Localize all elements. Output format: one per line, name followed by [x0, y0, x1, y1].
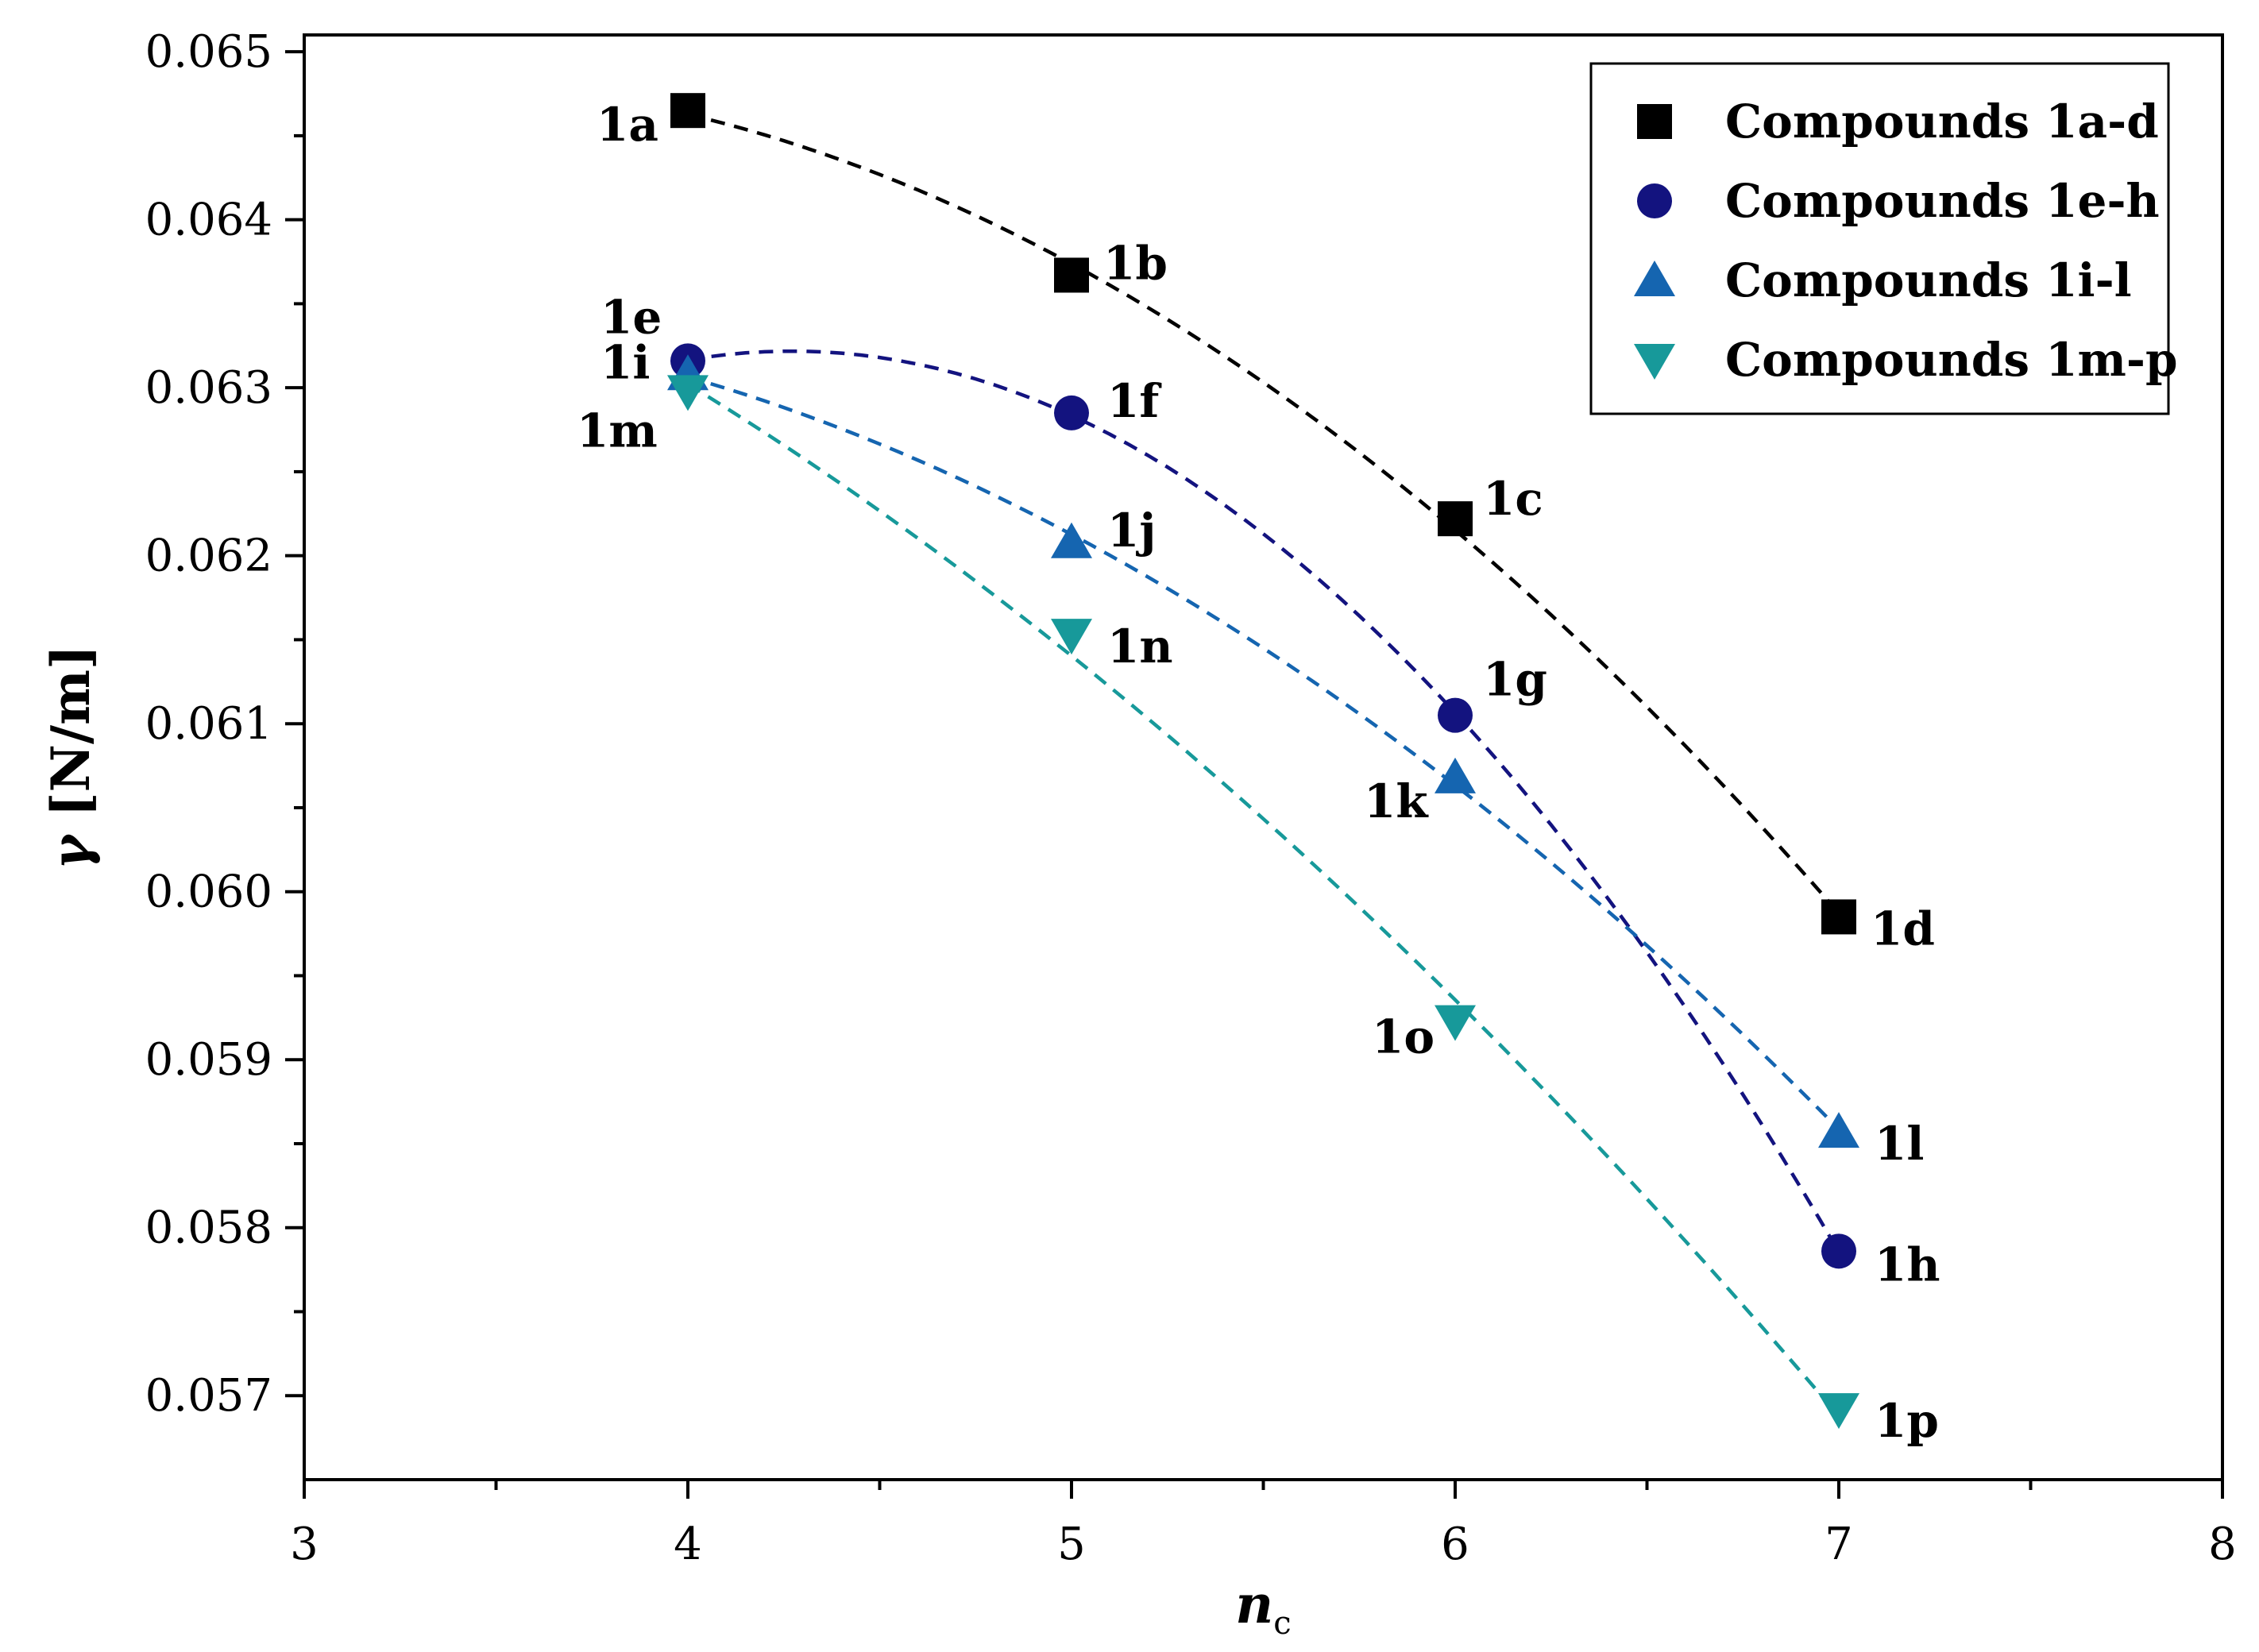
data-point-1d — [1821, 899, 1856, 935]
y-tick-label: 0.060 — [145, 867, 272, 918]
y-tick-label: 0.065 — [145, 26, 272, 78]
legend-box — [1589, 62, 2170, 415]
x-tick-label: 7 — [1825, 1519, 1853, 1570]
data-markers — [667, 93, 1859, 1430]
legend-label-3: Compounds 1i-l — [1725, 253, 2132, 307]
data-point-1j — [1051, 522, 1092, 558]
point-label-1l: 1l — [1875, 1117, 1924, 1171]
legend-marker-3 — [1634, 261, 1675, 296]
point-label-1f: 1f — [1107, 374, 1162, 428]
x-tick-label: 5 — [1057, 1519, 1086, 1570]
y-tick-label: 0.058 — [145, 1202, 272, 1254]
legend-label-4: Compounds 1m-p — [1725, 333, 2178, 387]
data-point-1b — [1054, 257, 1089, 293]
point-label-1i: 1i — [600, 335, 650, 389]
y-tick-label: 0.061 — [145, 698, 272, 750]
data-point-1g — [1438, 697, 1473, 733]
point-label-1o: 1o — [1372, 1010, 1435, 1064]
point-label-1j: 1j — [1107, 504, 1156, 558]
y-tick-label: 0.064 — [145, 195, 272, 246]
x-tick-label: 8 — [2208, 1519, 2237, 1570]
data-point-1k — [1435, 757, 1476, 793]
point-label-1h: 1h — [1875, 1237, 1940, 1291]
fit-lines — [686, 112, 1840, 1418]
data-point-1a — [670, 93, 705, 129]
data-point-1o — [1435, 1005, 1476, 1041]
point-label-1a: 1a — [597, 98, 658, 152]
data-point-1m — [667, 375, 709, 411]
point-labels: 1a 1b 1c 1d 1e 1f 1g 1h 1i 1j 1k 1l 1m 1n 1o 1p — [577, 98, 1940, 1448]
data-point-1l — [1818, 1112, 1859, 1148]
data-point-1p — [1818, 1393, 1859, 1430]
point-label-1e: 1e — [600, 290, 662, 344]
point-label-1d: 1d — [1871, 901, 1935, 955]
fit-line-series-4 — [686, 382, 1840, 1418]
fit-line-series-1 — [687, 112, 1840, 915]
point-label-1m: 1m — [577, 403, 658, 457]
point-label-1b: 1b — [1103, 236, 1168, 290]
data-point-1h — [1821, 1233, 1856, 1269]
x-tick-label: 6 — [1441, 1519, 1469, 1570]
y-axis-title: γ [N/m] — [40, 645, 102, 870]
fit-line-series-2 — [687, 349, 1840, 1253]
data-point-1f — [1054, 395, 1089, 430]
fit-line-series-3 — [687, 375, 1840, 1131]
x-tick-label: 3 — [290, 1519, 319, 1570]
x-axis-title: nc — [1235, 1573, 1291, 1642]
point-label-1g: 1g — [1483, 653, 1547, 707]
data-point-1c — [1438, 501, 1473, 537]
legend: Compounds 1a-d Compounds 1e-h Compounds 1i… — [1589, 62, 2178, 415]
point-label-1p: 1p — [1875, 1394, 1939, 1448]
y-tick-label: 0.063 — [145, 362, 272, 414]
y-tick-label: 0.059 — [145, 1034, 272, 1086]
x-tick-label: 4 — [674, 1519, 702, 1570]
legend-marker-2 — [1637, 183, 1672, 218]
y-tick-label: 0.057 — [145, 1370, 272, 1422]
point-label-1n: 1n — [1107, 620, 1173, 674]
legend-label-1: Compounds 1a-d — [1725, 95, 2159, 149]
legend-marker-1 — [1637, 104, 1672, 139]
axes: 3 4 5 6 7 8 0.057 0.058 0.059 0.060 0.061 0.062 0.06… — [40, 26, 2237, 1642]
y-tick-label: 0.062 — [145, 531, 272, 582]
legend-label-2: Compounds 1e-h — [1725, 174, 2160, 228]
point-label-1c: 1c — [1483, 472, 1543, 526]
data-point-1n — [1051, 619, 1092, 655]
legend-marker-4 — [1634, 344, 1675, 380]
point-label-1k: 1k — [1364, 774, 1429, 828]
